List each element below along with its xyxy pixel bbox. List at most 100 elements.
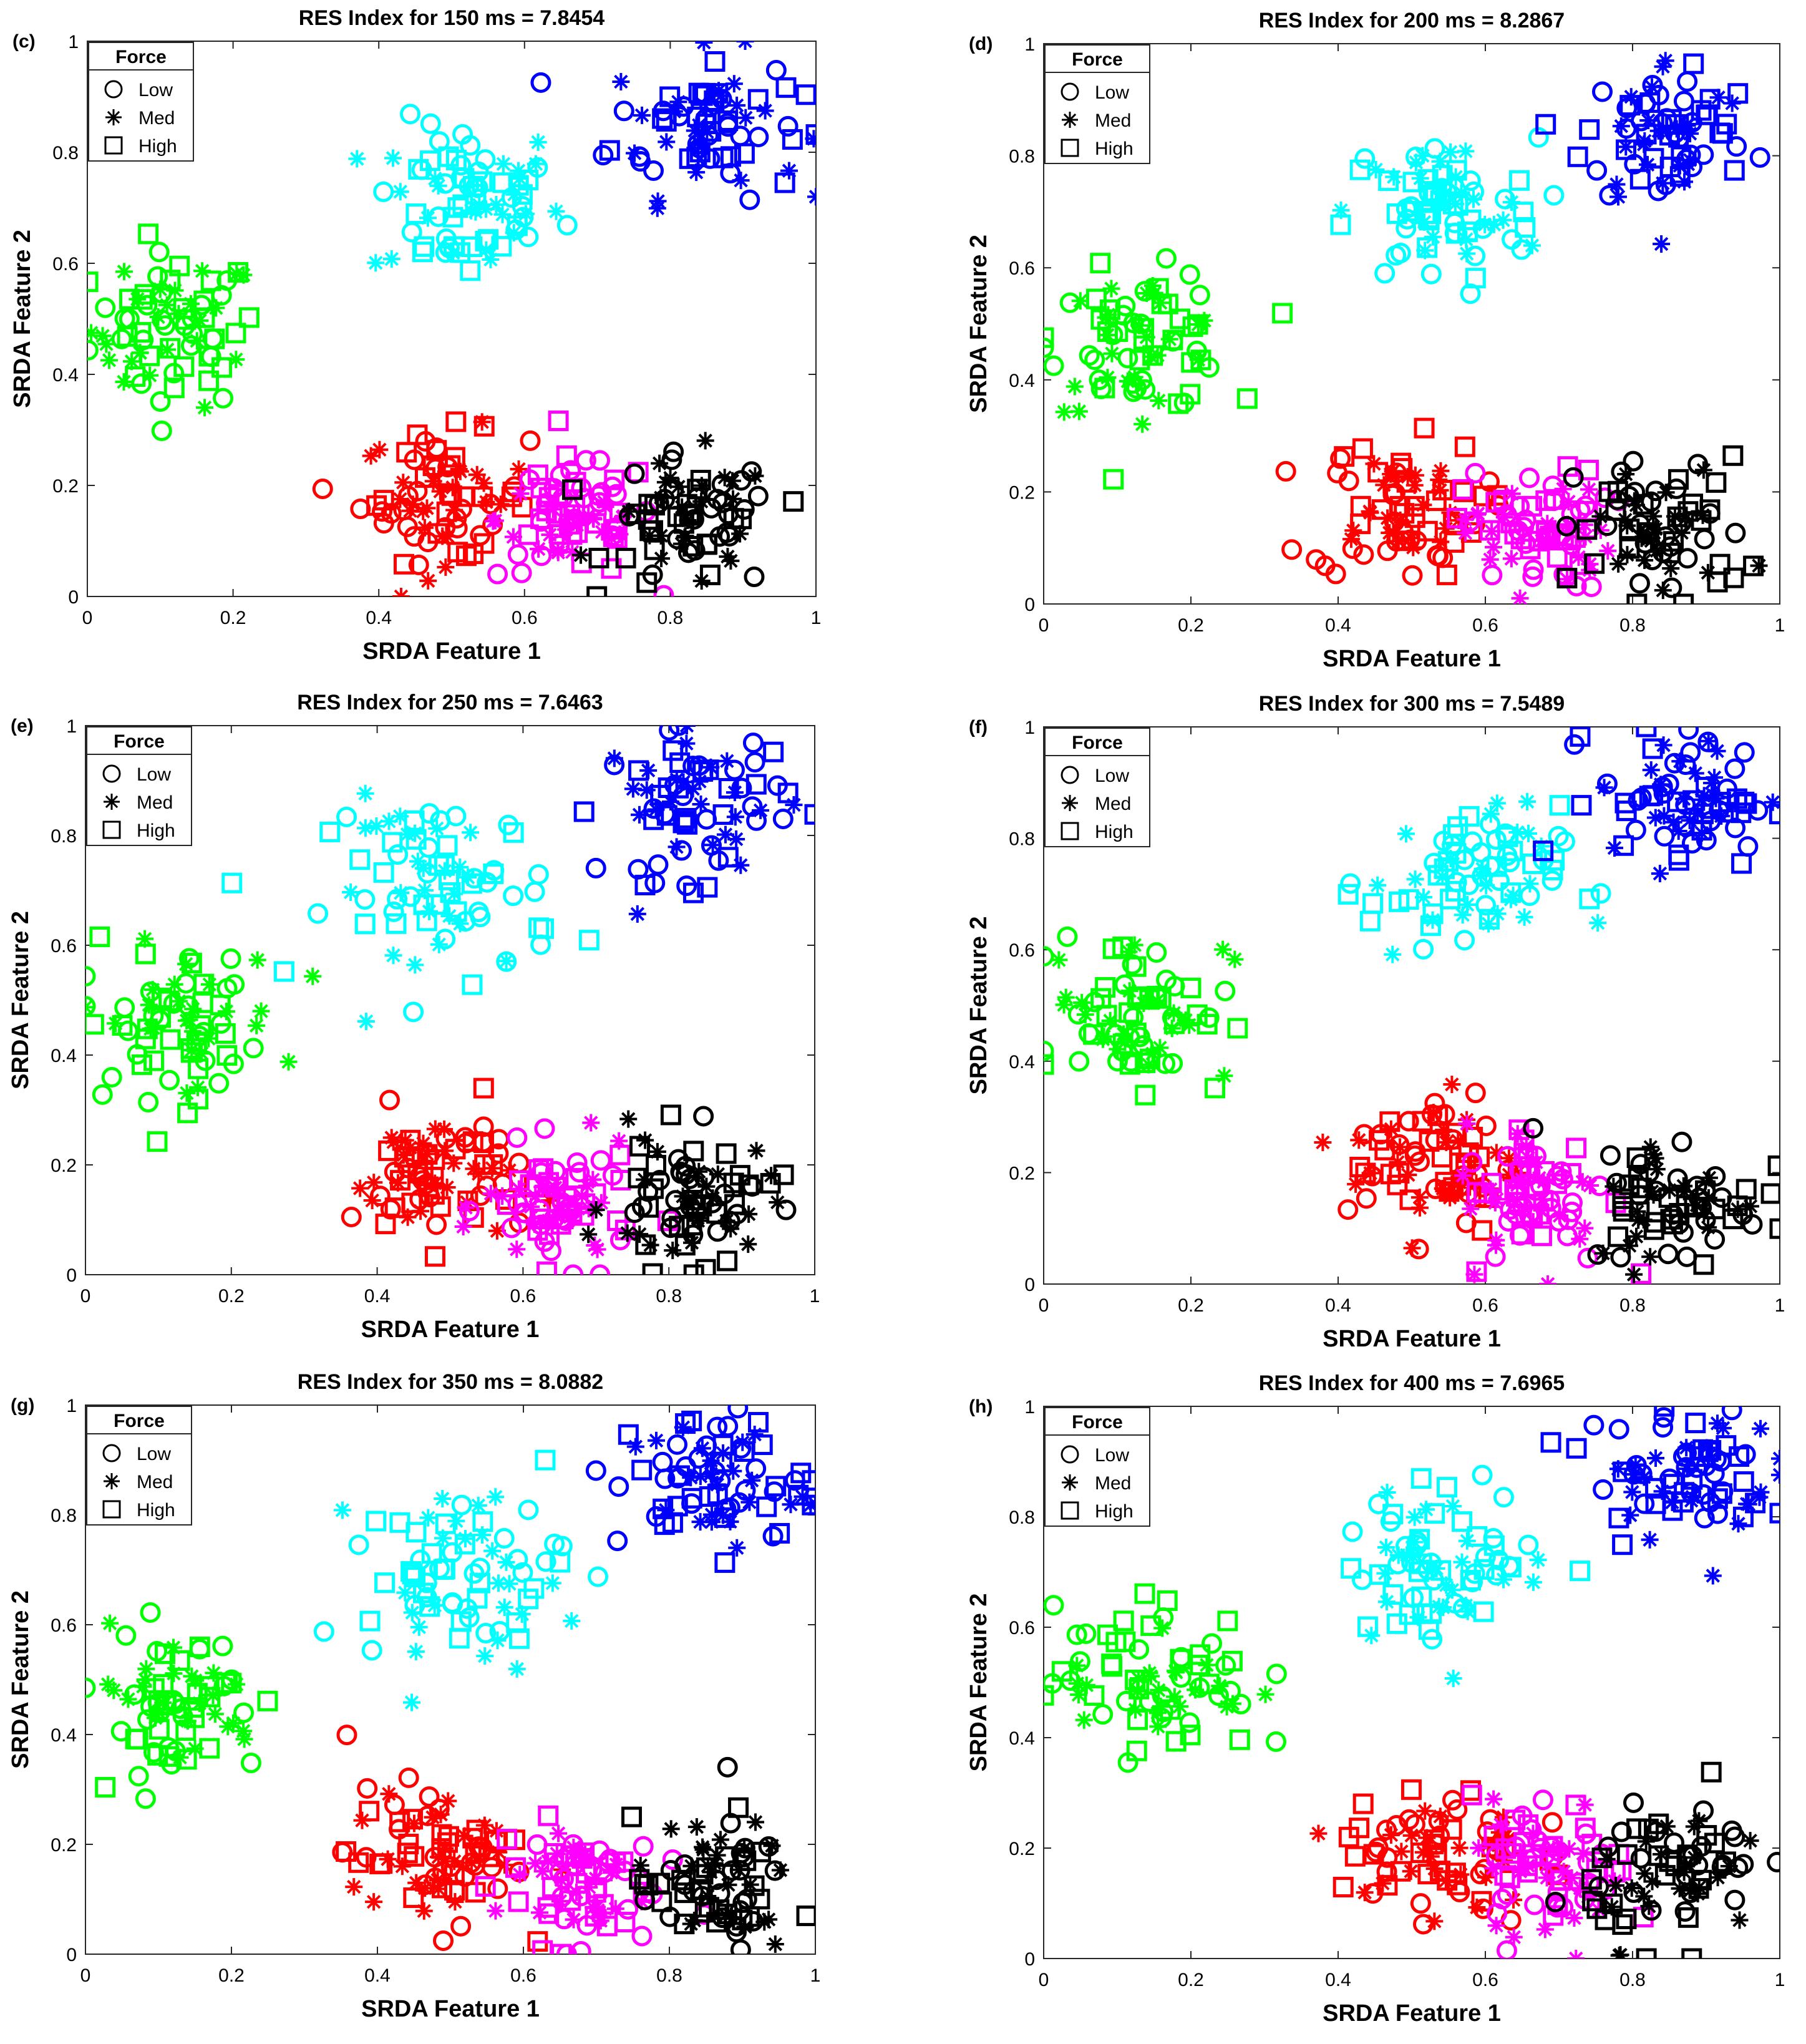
point-cyan-med	[392, 884, 410, 902]
point-magenta-high	[527, 464, 548, 485]
point-green-med	[1211, 1677, 1229, 1695]
x-axis-label: SRDA Feature 1	[1323, 1326, 1501, 1352]
point-magenta-high	[1565, 1794, 1586, 1816]
point-green-med	[101, 1614, 119, 1632]
point-cyan-med	[391, 183, 409, 201]
point-black-med	[722, 552, 740, 570]
point-cyan-high	[472, 1511, 493, 1532]
point-magenta-med	[1487, 1917, 1505, 1935]
point-green-high	[143, 1050, 165, 1071]
point-blue-med	[1651, 865, 1669, 883]
point-red-med	[1443, 1076, 1461, 1094]
point-cyan-low	[468, 902, 489, 923]
point-magenta-low	[569, 1162, 590, 1183]
point-blue-med	[1751, 1419, 1769, 1438]
point-red-high	[432, 1877, 453, 1899]
point-magenta-high	[593, 1894, 614, 1915]
point-black-med	[769, 1194, 787, 1212]
point-green-high	[1119, 1054, 1140, 1075]
point-red-med	[345, 1878, 363, 1896]
point-blue-low	[530, 72, 551, 93]
y-tick-label: 0.6	[51, 936, 77, 956]
point-green-low	[1117, 348, 1138, 369]
point-black-high	[628, 1167, 649, 1189]
point-black-low	[1623, 450, 1644, 472]
point-magenta-low	[501, 1217, 522, 1239]
point-red-high	[431, 1824, 452, 1845]
point-black-high	[706, 1203, 727, 1224]
point-black-low	[1629, 573, 1650, 594]
point-blue-med	[737, 109, 755, 127]
point-green-high	[1127, 1709, 1148, 1730]
point-red-med	[1403, 1239, 1421, 1257]
point-magenta-high	[1513, 1832, 1535, 1853]
point-magenta-high	[1467, 1182, 1488, 1203]
point-magenta-high	[530, 508, 551, 529]
point-magenta-high	[1508, 1119, 1530, 1141]
point-black-high	[1701, 1761, 1722, 1783]
legend-circle-icon	[1061, 766, 1079, 784]
point-cyan-high	[1422, 903, 1444, 924]
point-blue-med	[702, 1452, 720, 1470]
point-blue-low	[1634, 1493, 1655, 1514]
point-magenta-med	[1454, 1167, 1472, 1185]
point-cyan-high	[1386, 1613, 1407, 1634]
x-tick-label: 0	[1039, 615, 1049, 636]
point-black-high	[1704, 1199, 1726, 1220]
point-black-high	[744, 1875, 765, 1896]
point-green-high	[1217, 1610, 1238, 1632]
point-magenta-med	[454, 1218, 472, 1236]
point-blue-high	[712, 1451, 733, 1472]
point-blue-high	[1643, 785, 1664, 806]
point-green-high	[1163, 1013, 1185, 1034]
point-blue-low	[593, 145, 614, 166]
point-red-low	[1384, 482, 1405, 504]
point-magenta-high	[1513, 1142, 1535, 1164]
point-cyan-low	[588, 1566, 609, 1587]
x-tick-label: 0	[80, 1286, 91, 1307]
point-cyan-high	[1425, 181, 1446, 202]
y-tick-label: 0	[1024, 1275, 1035, 1295]
point-black-med	[1607, 1876, 1625, 1894]
point-red-low	[1330, 448, 1351, 469]
y-tick-label: 0.8	[1009, 1507, 1035, 1528]
point-red-high	[397, 1842, 418, 1864]
point-blue-high	[681, 1487, 702, 1509]
point-black-high	[1677, 1907, 1699, 1928]
y-tick-label: 1	[1024, 1397, 1035, 1418]
point-black-low	[1767, 1851, 1780, 1872]
point-cyan-high	[1515, 217, 1536, 238]
point-red-high	[1412, 1111, 1433, 1132]
point-black-high	[749, 1889, 770, 1910]
point-red-low	[1402, 565, 1423, 586]
legend-label: Med	[1095, 110, 1131, 131]
point-green-high	[89, 926, 110, 947]
point-red-med	[365, 1174, 383, 1192]
point-green-high	[1113, 1610, 1134, 1632]
point-blue-low	[1724, 758, 1745, 779]
point-black-high	[1582, 1891, 1603, 1912]
x-tick-label: 0.8	[1619, 1295, 1646, 1316]
legend-label: Med	[137, 1472, 173, 1492]
point-green-low	[85, 966, 96, 987]
point-green-high	[238, 307, 260, 328]
point-red-med	[380, 1785, 398, 1803]
point-red-med	[1382, 1826, 1400, 1844]
point-red-high	[482, 1154, 503, 1175]
point-black-med	[690, 1162, 708, 1180]
point-green-low	[150, 391, 171, 412]
point-green-high	[132, 1054, 153, 1075]
point-cyan-low	[1413, 938, 1434, 960]
point-red-med	[365, 1893, 383, 1911]
point-green-high	[188, 1089, 209, 1110]
point-blue-med	[732, 172, 750, 190]
point-cyan-high	[454, 168, 475, 189]
point-red-low	[1541, 1812, 1563, 1833]
point-cyan-high	[1341, 1558, 1362, 1579]
point-blue-low	[652, 1451, 673, 1472]
legend: Force Low Med High	[86, 1406, 192, 1526]
point-magenta-high	[1517, 1147, 1538, 1168]
point-black-high	[1619, 1174, 1640, 1195]
point-magenta-high	[1522, 495, 1543, 517]
point-black-med	[636, 1131, 654, 1149]
